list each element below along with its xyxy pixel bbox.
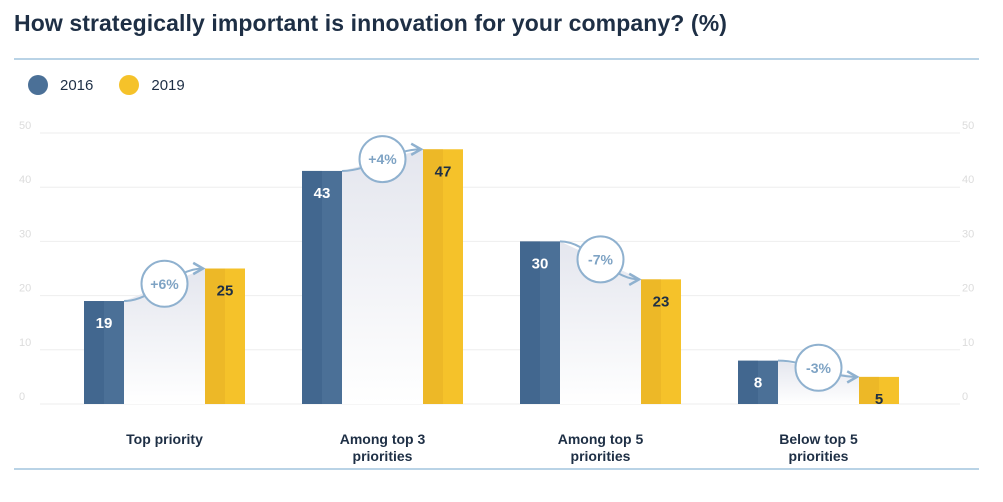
legend-label-2019: 2019 <box>151 76 185 94</box>
legend-item-2019: 2019 <box>119 75 185 95</box>
y-tick-label-right: 0 <box>962 391 968 403</box>
y-tick-label-right: 40 <box>962 174 974 186</box>
y-tick-label-right: 10 <box>962 337 974 349</box>
change-label: +4% <box>368 151 397 167</box>
bar-value-label: 43 <box>314 185 331 202</box>
y-tick-label-right: 20 <box>962 283 974 295</box>
bar-shade <box>205 268 225 404</box>
change-label: +6% <box>150 276 179 292</box>
change-label: -7% <box>588 251 613 267</box>
bar-value-label: 47 <box>435 163 452 180</box>
bar-value-label: 19 <box>96 315 113 332</box>
legend-swatch-2019 <box>119 75 140 95</box>
bar-shade <box>423 149 443 404</box>
bar-2019: 5 <box>859 376 899 408</box>
change-badge <box>576 235 625 284</box>
bar-shade <box>302 170 322 404</box>
y-tick-label-left: 10 <box>19 337 31 349</box>
category-label: Top priority <box>80 431 250 448</box>
category-label: Below top 5 priorities <box>734 431 904 465</box>
bar-shade <box>738 360 758 404</box>
connector-area <box>342 149 423 404</box>
y-tick-label-left: 50 <box>19 120 31 132</box>
y-tick-label-right: 30 <box>962 228 974 240</box>
legend-label-2016: 2016 <box>60 76 94 94</box>
category-label-line: priorities <box>570 448 631 464</box>
y-tick-label-left: 30 <box>19 228 31 240</box>
bar-value-label: 5 <box>875 391 883 408</box>
category-label-line: Among top 5 <box>557 431 644 447</box>
category-label-line: priorities <box>352 448 413 464</box>
bar-shade <box>641 279 661 404</box>
bar-value-label: 30 <box>532 255 549 272</box>
bar-value-label: 25 <box>217 283 234 300</box>
y-tick-label-left: 40 <box>19 174 31 186</box>
legend-swatch-2016 <box>28 75 48 95</box>
category-label: Among top 5 priorities <box>516 431 686 465</box>
bar-2019: 23 <box>641 279 681 404</box>
bar-2019: 47 <box>423 149 463 404</box>
bar-2016: 19 <box>84 301 124 404</box>
chart-title: How strategically important is innovatio… <box>14 10 727 36</box>
bar-2016: 8 <box>738 360 778 404</box>
change-badge <box>140 259 189 308</box>
bar-shade <box>520 241 540 404</box>
category-label: Among top 3 priorities <box>298 431 468 465</box>
change-badge <box>794 343 843 392</box>
category-label-line: Below top 5 <box>779 431 858 447</box>
change-label: -3% <box>806 360 831 376</box>
y-tick-label-left: 0 <box>19 391 25 403</box>
bar-2016: 43 <box>302 170 342 404</box>
y-tick-label-right: 50 <box>962 120 974 132</box>
bar-value-label: 23 <box>653 293 670 310</box>
bar-shade <box>84 301 104 404</box>
bar-shade <box>859 376 879 404</box>
bar-2019: 25 <box>205 268 245 404</box>
bottom-divider <box>14 468 979 470</box>
connector-area <box>560 241 641 404</box>
category-label-line: Top priority <box>126 431 203 447</box>
bar-value-label: 8 <box>754 375 762 392</box>
connector-area <box>124 268 205 404</box>
category-label-line: priorities <box>788 448 849 464</box>
legend-item-2016: 2016 <box>28 75 93 95</box>
y-tick-label-left: 20 <box>19 283 31 295</box>
category-label-line: Among top 3 <box>339 431 426 447</box>
bar-2016: 30 <box>520 241 560 404</box>
legend: 2016 2019 <box>28 75 211 95</box>
top-divider <box>14 58 979 60</box>
change-badge <box>358 135 407 184</box>
